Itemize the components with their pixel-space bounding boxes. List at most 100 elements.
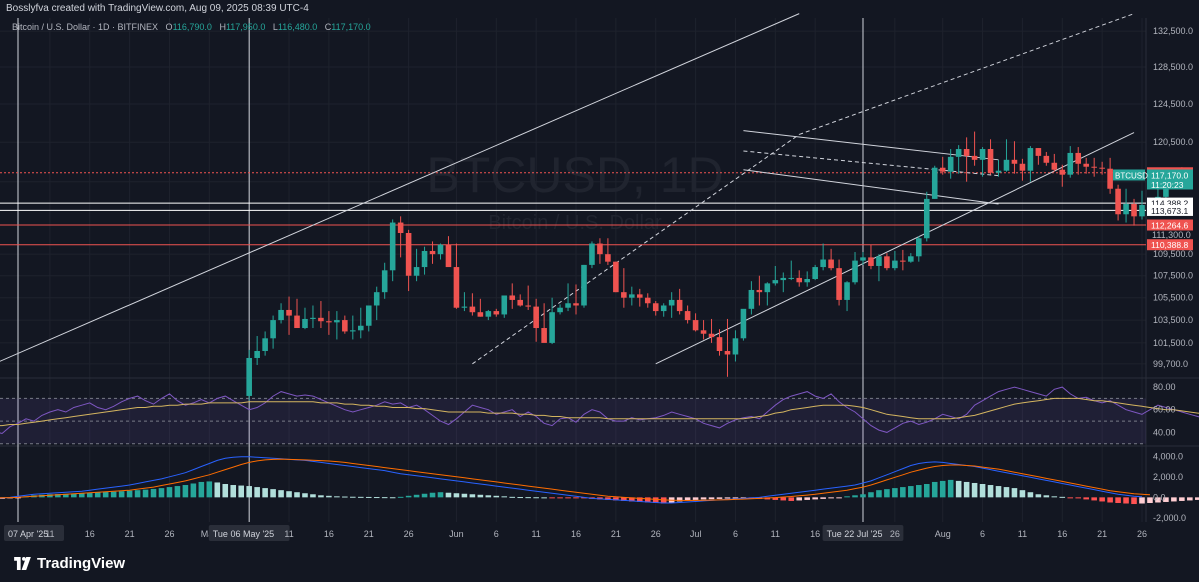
price-level-badge bbox=[1147, 219, 1193, 231]
macd-histogram-bar bbox=[405, 495, 412, 498]
candle-body bbox=[1115, 188, 1121, 215]
macd-histogram-bar bbox=[517, 497, 524, 499]
macd-histogram-bar bbox=[102, 492, 109, 498]
candle-body bbox=[557, 307, 563, 313]
time-marker-label: Tue 06 May '25 bbox=[213, 529, 274, 539]
macd-histogram-bar bbox=[565, 497, 571, 499]
time-tick-label: 26 bbox=[651, 529, 661, 539]
macd-histogram-bar bbox=[429, 492, 436, 498]
macd-histogram-bar bbox=[198, 481, 205, 498]
macd-histogram-bar bbox=[1115, 497, 1121, 503]
macd-tick-label: 0.0 bbox=[1153, 492, 1166, 502]
ohlc-low-label: L bbox=[272, 22, 278, 32]
macd-histogram-bar bbox=[134, 490, 141, 498]
price-tick-label: 101,500.0 bbox=[1153, 338, 1193, 348]
price-tick-label: 105,500.0 bbox=[1153, 293, 1193, 303]
macd-histogram-bar bbox=[836, 497, 842, 499]
macd-histogram-bar bbox=[557, 497, 563, 499]
candle-body bbox=[740, 308, 747, 339]
candle-body bbox=[389, 222, 396, 271]
price-tick-label: 109,500.0 bbox=[1153, 249, 1193, 259]
candle-body bbox=[908, 256, 914, 262]
candle-body bbox=[294, 315, 300, 329]
macd-histogram-bar bbox=[900, 487, 906, 498]
time-tick-label: 11 bbox=[45, 529, 54, 539]
candle-body bbox=[357, 325, 364, 331]
macd-histogram-bar bbox=[150, 488, 157, 498]
macd-histogram-bar bbox=[350, 496, 356, 498]
price-level-badge-label: 114,388.2 bbox=[1151, 199, 1188, 209]
macd-histogram-bar bbox=[1083, 497, 1089, 500]
macd-histogram-bar bbox=[573, 497, 579, 499]
candle-body bbox=[644, 297, 651, 304]
candle-body bbox=[270, 320, 276, 339]
time-tick-label: 11 bbox=[284, 529, 293, 539]
candle-body bbox=[549, 312, 555, 343]
candle-body bbox=[1059, 169, 1066, 175]
candle-body bbox=[286, 309, 292, 316]
macd-histogram-bar bbox=[716, 497, 723, 499]
macd-histogram-bar bbox=[1067, 497, 1074, 499]
candle-body bbox=[676, 299, 683, 312]
macd-histogram-bar bbox=[1003, 487, 1010, 498]
macd-histogram-bar bbox=[445, 492, 452, 498]
candle-body bbox=[613, 261, 619, 293]
chart-canvas[interactable]: BTCUSD, 1D Bitcoin / U.S. Dollar 132,500.0… bbox=[0, 0, 1199, 545]
watermark-ticker: BTCUSD, 1D bbox=[426, 147, 723, 203]
candle-body bbox=[493, 311, 500, 315]
candle-body bbox=[852, 260, 858, 283]
macd-histogram-bar bbox=[844, 496, 850, 498]
macd-histogram-bar bbox=[158, 488, 165, 498]
macd-histogram-bar bbox=[126, 490, 133, 498]
macd-histogram-bar bbox=[931, 481, 938, 498]
rsi-tick-label: 60.00 bbox=[1153, 405, 1176, 415]
time-tick-label: 21 bbox=[611, 529, 621, 539]
candle-body bbox=[1131, 203, 1137, 217]
macd-histogram-bar bbox=[373, 497, 380, 499]
symbol-badge-label: BTCUSD bbox=[1115, 171, 1148, 180]
ohlc-high-label: H bbox=[219, 22, 226, 32]
candle-body bbox=[262, 338, 268, 352]
macd-histogram-bar bbox=[421, 493, 428, 498]
macd-histogram-bar bbox=[1019, 490, 1026, 498]
macd-histogram-bar bbox=[1035, 494, 1042, 498]
candle-body bbox=[916, 238, 922, 257]
candle-body bbox=[1003, 159, 1010, 171]
macd-histogram-bar bbox=[1011, 488, 1018, 498]
time-tick-label: 11 bbox=[1018, 529, 1027, 539]
time-marker-label: 07 Apr '25 bbox=[8, 529, 48, 539]
macd-histogram-bar bbox=[780, 497, 787, 501]
candle-body bbox=[413, 267, 420, 276]
candle-body bbox=[1027, 148, 1034, 171]
time-tick-label: 6 bbox=[494, 529, 499, 539]
candle-body bbox=[525, 305, 531, 307]
candle-body bbox=[581, 264, 587, 306]
macd-histogram-bar bbox=[413, 494, 420, 498]
candle-body bbox=[381, 270, 388, 293]
candle-body bbox=[254, 351, 260, 358]
macd-histogram-bar bbox=[110, 491, 117, 498]
candle-body bbox=[995, 170, 1002, 173]
tradingview-brand[interactable]: TradingView bbox=[14, 555, 125, 572]
symbol-legend: Bitcoin / U.S. Dollar · 1D · BITFINEX O1… bbox=[12, 22, 376, 32]
candle-body bbox=[1051, 162, 1058, 170]
time-tick-label: 26 bbox=[404, 529, 414, 539]
candle-body bbox=[246, 357, 252, 396]
candle-body bbox=[732, 338, 739, 355]
macd-histogram-bar bbox=[605, 497, 611, 500]
price-level-badge bbox=[1147, 204, 1193, 216]
macd-histogram-bar bbox=[389, 497, 396, 499]
candle-body bbox=[342, 320, 348, 332]
candle-body bbox=[1083, 163, 1089, 167]
macd-signal-line bbox=[0, 458, 1151, 502]
tradingview-logo-icon bbox=[14, 557, 31, 570]
candle-body bbox=[461, 306, 468, 308]
candle-body bbox=[485, 311, 492, 317]
price-level-label: 111,300.0 bbox=[1152, 230, 1191, 240]
time-tick-label: 6 bbox=[980, 529, 985, 539]
macd-histogram-bar bbox=[597, 497, 603, 500]
candle-body bbox=[764, 283, 771, 293]
macd-tick-label: 2,000.0 bbox=[1153, 472, 1183, 482]
candle-body bbox=[724, 351, 731, 355]
trend-line bbox=[743, 169, 999, 205]
